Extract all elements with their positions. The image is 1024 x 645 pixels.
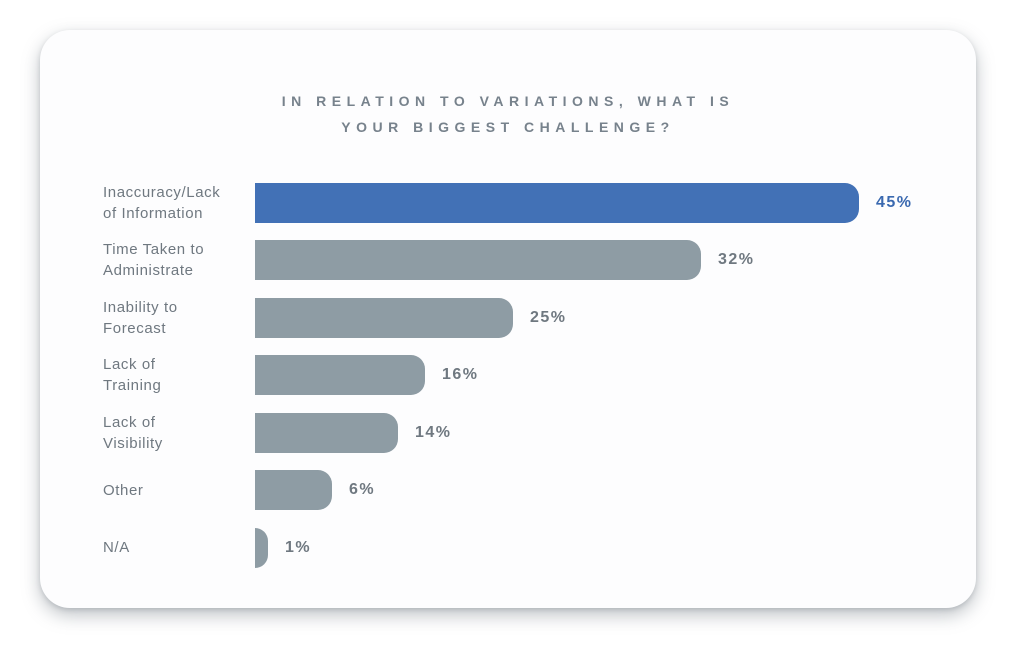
bar-area: 16%	[255, 355, 976, 396]
category-label: Inaccuracy/Lack of Information	[103, 182, 255, 224]
category-label: Other	[103, 480, 255, 501]
chart-row: N/A 1%	[40, 519, 976, 577]
category-label-line: of Information	[103, 204, 204, 222]
category-label-line: Visibility	[103, 434, 163, 452]
category-label-line: Lack of	[103, 356, 156, 374]
bar-area: 32%	[255, 240, 976, 281]
chart-row: Lack of Training 16%	[40, 347, 976, 405]
category-label: Time Taken to Administrate	[103, 239, 255, 281]
category-label-line: Time Taken to	[103, 241, 205, 259]
category-label-line: Inaccuracy/Lack	[103, 183, 221, 201]
value-label: 16%	[442, 366, 479, 384]
chart-title-line-2: YOUR BIGGEST CHALLENGE?	[341, 119, 675, 135]
category-label-line: Other	[103, 481, 144, 499]
bar	[255, 527, 268, 568]
chart-title-line-1: IN RELATION TO VARIATIONS, WHAT IS	[281, 93, 735, 109]
bar-area: 45%	[255, 182, 976, 223]
category-label-line: Lack of	[103, 413, 156, 431]
category-label: Inability to Forecast	[103, 297, 255, 339]
value-label: 32%	[718, 251, 755, 269]
chart-row: Inability to Forecast 25%	[40, 289, 976, 347]
value-label: 25%	[530, 308, 567, 326]
bar-chart: Inaccuracy/Lack of Information 45% Time T…	[40, 174, 976, 577]
chart-row: Time Taken to Administrate 32%	[40, 232, 976, 290]
category-label-line: Training	[103, 377, 162, 395]
value-label: 45%	[876, 193, 913, 211]
bar-area: 25%	[255, 297, 976, 338]
chart-card: IN RELATION TO VARIATIONS, WHAT IS YOUR …	[40, 30, 976, 608]
bar	[255, 240, 701, 281]
chart-row: Other 6%	[40, 462, 976, 520]
category-label-line: N/A	[103, 539, 130, 557]
category-label-line: Inability to	[103, 298, 178, 316]
bar-area: 14%	[255, 412, 976, 453]
category-label-line: Administrate	[103, 262, 194, 280]
category-label: Lack of Visibility	[103, 412, 255, 454]
bar	[255, 355, 425, 396]
bar-area: 1%	[255, 527, 976, 568]
value-label: 6%	[349, 481, 376, 499]
chart-title: IN RELATION TO VARIATIONS, WHAT IS YOUR …	[40, 88, 976, 140]
value-label: 14%	[415, 423, 452, 441]
category-label: N/A	[103, 537, 255, 558]
bar	[255, 297, 513, 338]
bar	[255, 182, 859, 223]
bar	[255, 412, 398, 453]
bar-area: 6%	[255, 470, 976, 511]
chart-row: Inaccuracy/Lack of Information 45%	[40, 174, 976, 232]
chart-row: Lack of Visibility 14%	[40, 404, 976, 462]
value-label: 1%	[285, 538, 312, 556]
category-label: Lack of Training	[103, 354, 255, 396]
bar	[255, 470, 332, 511]
category-label-line: Forecast	[103, 319, 167, 337]
